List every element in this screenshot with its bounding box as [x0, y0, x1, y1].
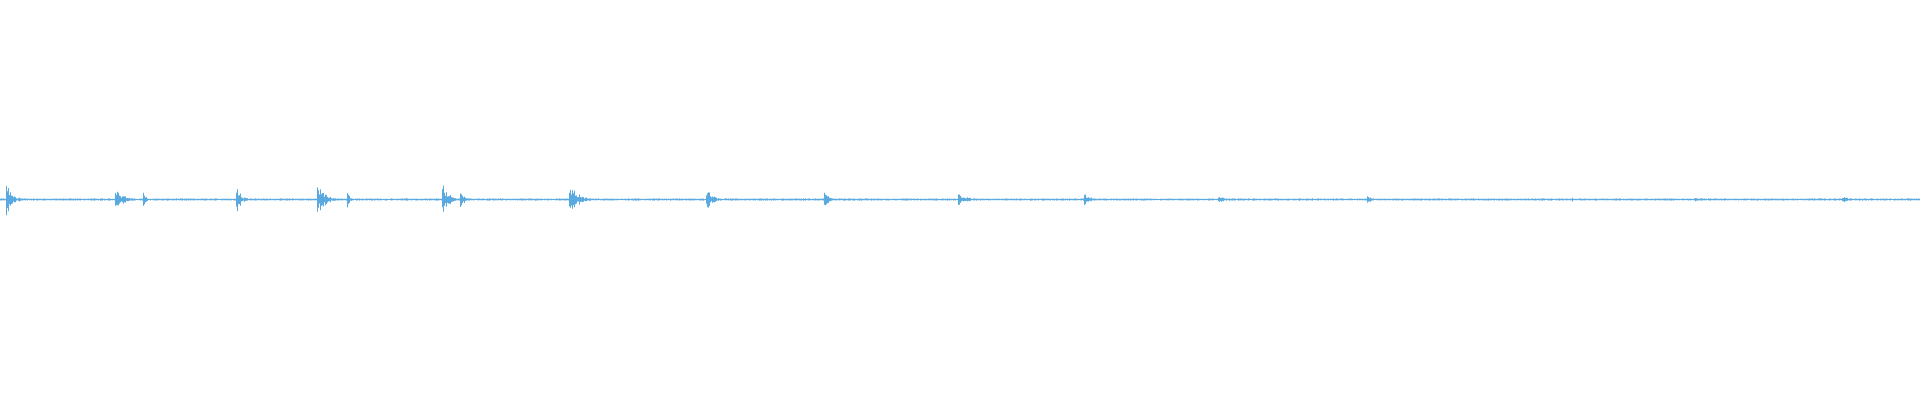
- waveform: [0, 185, 1920, 216]
